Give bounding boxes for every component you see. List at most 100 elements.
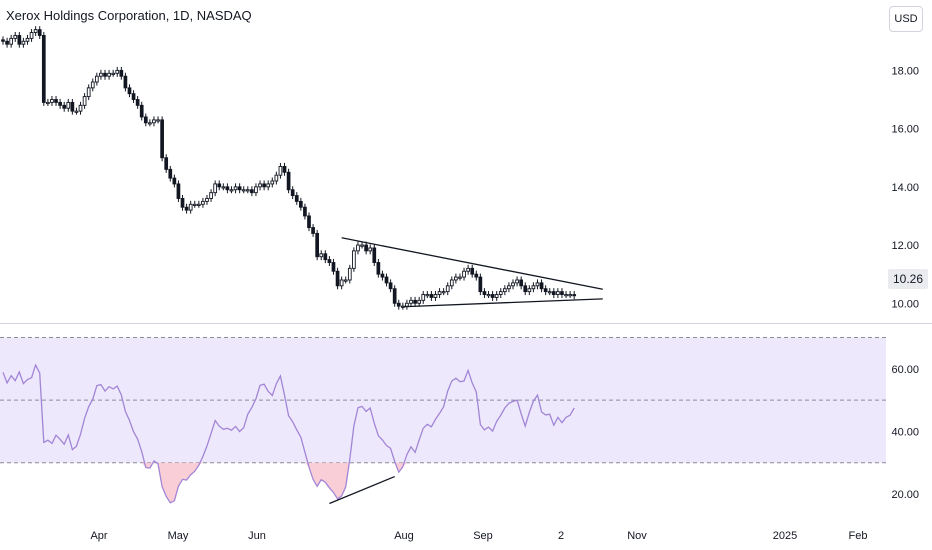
candle-body bbox=[241, 189, 246, 192]
rsi-tick-label: 60.00 bbox=[891, 364, 919, 376]
candle-body bbox=[164, 157, 169, 170]
candle-body bbox=[196, 203, 201, 206]
candle-body bbox=[176, 183, 181, 199]
candle-body bbox=[384, 276, 389, 284]
rsi-oversold-region bbox=[304, 462, 350, 499]
candle-body bbox=[156, 119, 160, 122]
candle-body bbox=[462, 270, 466, 278]
candle-body bbox=[515, 279, 519, 284]
time-tick-label: Aug bbox=[394, 530, 414, 542]
candle-body bbox=[82, 96, 87, 106]
candle-body bbox=[25, 37, 30, 42]
candle-body bbox=[449, 279, 454, 287]
candle-body bbox=[148, 122, 152, 125]
time-tick-label: Apr bbox=[90, 530, 107, 542]
candle-body bbox=[368, 247, 373, 252]
candle-body bbox=[135, 99, 140, 106]
rsi-line-group bbox=[2, 363, 575, 504]
candle-body bbox=[160, 119, 164, 159]
candle-body bbox=[266, 183, 271, 188]
candle-body bbox=[233, 186, 238, 191]
rsi-y-axis: 60.00 40.00 20.00 bbox=[891, 364, 919, 501]
candle-body bbox=[131, 93, 136, 100]
candle-body bbox=[388, 282, 393, 290]
candle-body bbox=[262, 183, 266, 188]
candle-body bbox=[568, 294, 572, 297]
time-tick-label: May bbox=[168, 530, 189, 542]
candle-body bbox=[437, 291, 442, 295]
rsi-trendline bbox=[329, 475, 395, 505]
candle-body bbox=[543, 288, 548, 293]
time-tick-label: 2025 bbox=[773, 530, 797, 542]
candle-body bbox=[343, 279, 348, 282]
candle-body bbox=[1, 39, 5, 42]
candle-body bbox=[470, 267, 475, 275]
candle-body bbox=[62, 104, 67, 109]
currency-button[interactable]: USD bbox=[889, 6, 923, 32]
candle-body bbox=[184, 206, 189, 211]
candle-body bbox=[115, 69, 120, 74]
candle-body bbox=[111, 72, 116, 75]
candle-body bbox=[486, 294, 491, 297]
candle-body bbox=[217, 183, 222, 188]
time-tick-label: Jun bbox=[248, 530, 266, 542]
candle-body bbox=[556, 291, 560, 295]
candle-body bbox=[376, 262, 381, 275]
candle-body bbox=[466, 267, 470, 272]
candle-body bbox=[229, 189, 234, 192]
candle-body bbox=[258, 183, 262, 188]
candle-body bbox=[478, 276, 483, 293]
candle-body bbox=[490, 294, 495, 298]
candle-body bbox=[564, 294, 568, 297]
candle-body bbox=[66, 101, 71, 109]
candle-body bbox=[21, 40, 26, 45]
candle-body bbox=[209, 192, 213, 199]
candle-body bbox=[119, 69, 124, 77]
candle-body bbox=[323, 253, 328, 261]
candle-body bbox=[50, 99, 54, 103]
candle-body bbox=[474, 273, 479, 278]
candle-body bbox=[188, 203, 193, 211]
candle-body bbox=[356, 244, 360, 252]
candle-body bbox=[274, 174, 279, 182]
candle-body bbox=[413, 299, 417, 304]
candle-body bbox=[225, 186, 230, 191]
price-candles bbox=[1, 26, 577, 310]
candle-body bbox=[372, 247, 377, 263]
candle-body bbox=[250, 189, 254, 194]
candle-body bbox=[458, 276, 462, 279]
candle-body bbox=[29, 32, 34, 39]
time-axis: Apr May Jun Aug Sep 2 Nov 2025 Feb bbox=[90, 530, 867, 542]
candle-body bbox=[94, 75, 99, 83]
candle-body bbox=[507, 285, 511, 290]
candle-body bbox=[482, 291, 487, 295]
candle-body bbox=[278, 166, 283, 176]
candle-body bbox=[315, 232, 320, 258]
candle-body bbox=[9, 37, 14, 45]
candle-body bbox=[290, 189, 295, 197]
candle-body bbox=[327, 259, 332, 263]
candle-body bbox=[380, 273, 385, 278]
candle-body bbox=[396, 302, 401, 307]
candle-body bbox=[127, 87, 132, 95]
price-y-axis: 18.00 16.00 14.00 12.00 10.00 bbox=[891, 65, 919, 310]
price-tick-label: 18.00 bbox=[891, 65, 919, 77]
candle-body bbox=[307, 215, 311, 229]
candle-body bbox=[46, 101, 50, 105]
candle-body bbox=[531, 285, 536, 290]
candle-body bbox=[107, 72, 111, 77]
candle-body bbox=[201, 200, 205, 205]
price-trendlines bbox=[341, 237, 603, 308]
price-tick-label: 12.00 bbox=[891, 240, 919, 252]
candle-body bbox=[445, 285, 450, 293]
candle-body bbox=[539, 282, 544, 290]
candle-body bbox=[347, 267, 352, 281]
time-tick-label: Nov bbox=[627, 530, 647, 542]
candle-body bbox=[143, 116, 148, 124]
chart-title: Xerox Holdings Corporation, 1D, NASDAQ bbox=[6, 8, 252, 23]
candle-body bbox=[213, 183, 218, 194]
price-tick-label: 10.00 bbox=[891, 298, 919, 310]
candle-body bbox=[245, 189, 250, 192]
candle-body bbox=[168, 168, 173, 179]
